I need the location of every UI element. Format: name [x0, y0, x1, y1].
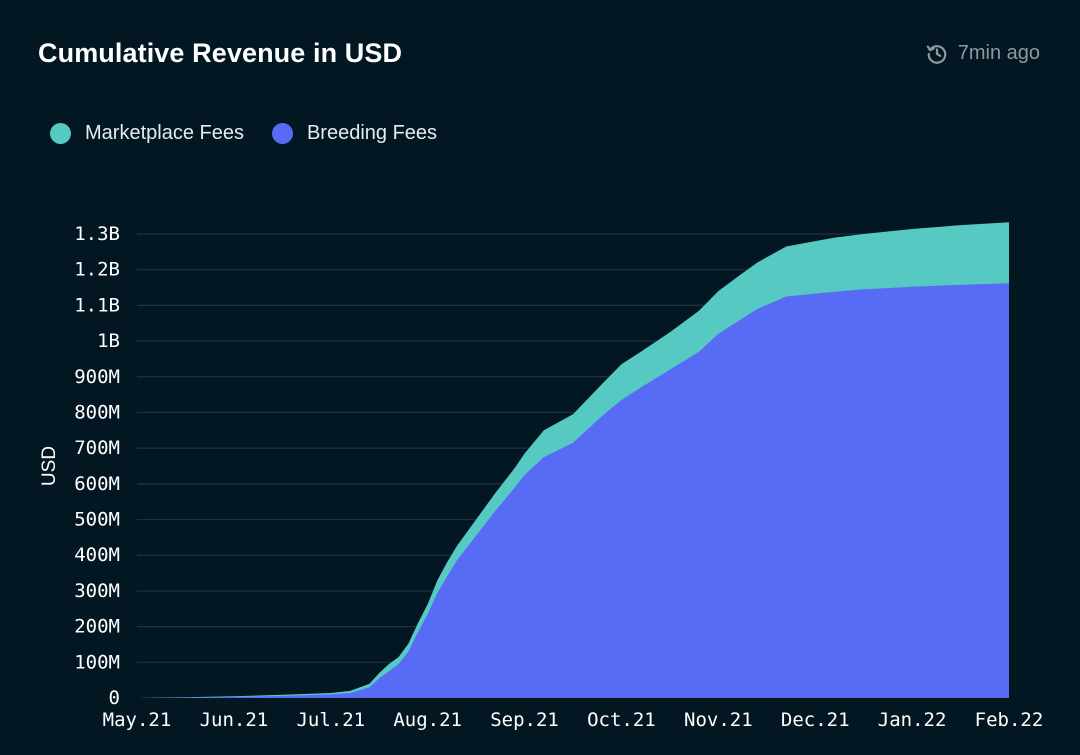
- series-area-breeding-fees[interactable]: [137, 283, 1009, 698]
- legend-label-breeding-fees: Breeding Fees: [306, 122, 438, 144]
- x-tick-label: Aug.21: [393, 709, 462, 731]
- x-tick-label: Jan.22: [878, 709, 947, 731]
- y-tick-label: 1.1B: [74, 294, 120, 316]
- y-tick-label: 1.2B: [74, 259, 120, 281]
- y-tick-label: 600M: [74, 473, 120, 495]
- y-tick-label: 200M: [74, 616, 120, 638]
- y-tick-label: 500M: [74, 509, 120, 531]
- y-tick-label: 0: [109, 687, 120, 709]
- y-tick-label: 1B: [97, 330, 120, 352]
- x-tick-label: Jun.21: [200, 709, 269, 731]
- x-tick-label: Sep.21: [490, 709, 559, 731]
- x-tick-label: Feb.22: [975, 709, 1044, 731]
- last-updated-text: 7min ago: [957, 42, 1040, 64]
- y-tick-label: 800M: [74, 401, 120, 423]
- history-clock-icon: [926, 44, 947, 64]
- y-tick-label: 100M: [74, 651, 120, 673]
- chart-title: Cumulative Revenue in USD: [38, 38, 403, 68]
- y-tick-label: 900M: [74, 366, 120, 388]
- y-tick-label: 700M: [74, 437, 120, 459]
- x-tick-label: May.21: [103, 709, 172, 731]
- breeding-fees-swatch: [271, 123, 293, 144]
- x-tick-label: Jul.21: [296, 709, 365, 731]
- x-tick-label: Dec.21: [781, 709, 850, 731]
- y-tick-label: 1.3B: [74, 223, 120, 245]
- legend-item-marketplace-fees[interactable]: Marketplace Fees: [50, 122, 244, 145]
- x-tick-label: Nov.21: [684, 709, 753, 731]
- legend-label-marketplace-fees: Marketplace Fees: [85, 122, 244, 144]
- x-tick-label: Oct.21: [587, 709, 656, 731]
- y-axis: 0 100M 200M 300M 400M 500M 600M 700M 800M 900M 1B 1…: [74, 223, 120, 709]
- y-tick-label: 400M: [74, 544, 120, 566]
- y-tick-label: 300M: [74, 580, 120, 602]
- series-areas: [137, 222, 1009, 698]
- y-axis-label: USD: [39, 446, 60, 486]
- legend: Marketplace Fees Breeding Fees: [50, 122, 437, 145]
- x-axis: May.21 Jun.21 Jul.21 Aug.21 Sep.21 Oct.21 Nov.…: [103, 709, 1044, 731]
- legend-item-breeding-fees[interactable]: Breeding Fees: [271, 122, 438, 145]
- last-updated[interactable]: 7min ago: [926, 42, 1040, 65]
- marketplace-fees-swatch: [50, 123, 71, 144]
